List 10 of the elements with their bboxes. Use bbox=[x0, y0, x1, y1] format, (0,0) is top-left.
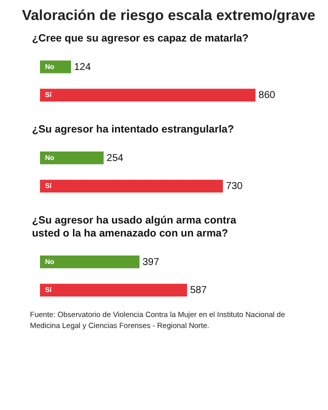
data-label: 730 bbox=[226, 181, 244, 192]
data-label: 860 bbox=[258, 90, 276, 102]
data-label: 397 bbox=[142, 256, 160, 268]
data-label: 254 bbox=[106, 152, 124, 164]
chart-title: Valoración de riesgo escala extremo/grave bbox=[22, 8, 316, 24]
chart-subtitle: ¿Su agresor ha intentado estrangularla? bbox=[32, 124, 234, 136]
chart-subtitle: ¿Cree que su agresor es capaz de matarla? bbox=[32, 32, 249, 44]
chart-subtitle: ¿Su agresor ha usado algún arma contra usted o la ha amenazado con un arma? bbox=[32, 214, 236, 240]
data-label: 124 bbox=[74, 62, 92, 73]
data-label: 587 bbox=[190, 285, 208, 296]
